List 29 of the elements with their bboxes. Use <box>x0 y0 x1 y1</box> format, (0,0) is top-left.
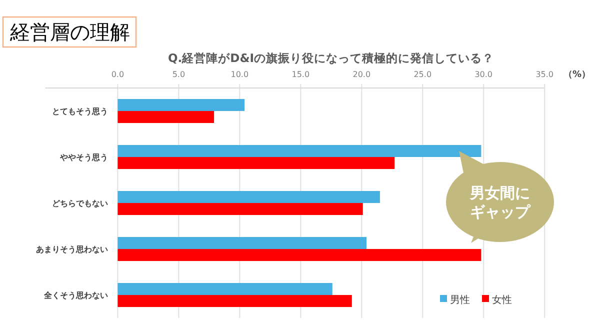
x-axis-title: （%） <box>563 70 591 80</box>
x-tick-label: 20.0 <box>352 70 371 79</box>
x-tick-label: 5.0 <box>172 70 186 79</box>
chart-subtitle: Q.経営陣がD&Iの旗振り役になって積極的に発信している？ <box>168 51 494 65</box>
x-tick-label: 25.0 <box>414 70 432 79</box>
bar <box>118 157 395 169</box>
bar <box>118 249 482 261</box>
y-tick-label: あまりそう思わない <box>36 245 108 254</box>
bar <box>118 237 367 249</box>
y-tick-label: ややそう思う <box>59 153 108 162</box>
bar <box>118 111 214 123</box>
y-tick-label: 全くそう思わない <box>43 291 108 300</box>
annotation: 男女間にギャップ <box>469 184 531 221</box>
x-tick-label: 0.0 <box>111 70 124 79</box>
legend-label: 女性 <box>492 294 512 306</box>
x-tick-label: 15.0 <box>292 70 310 79</box>
chart-title: 経営層の理解 <box>9 20 130 44</box>
legend-label: 男性 <box>450 294 470 306</box>
bar <box>118 283 332 295</box>
bar <box>118 191 380 203</box>
bar <box>118 203 363 215</box>
bar <box>118 295 352 307</box>
x-tick-label: 30.0 <box>474 70 493 79</box>
bar <box>118 145 482 157</box>
y-tick-label: とてもそう思う <box>52 107 108 116</box>
x-tick-label: 35.0 <box>536 70 554 79</box>
y-tick-label: どちらでもない <box>52 199 108 208</box>
x-tick-label: 10.0 <box>230 70 249 79</box>
bar <box>118 99 245 111</box>
